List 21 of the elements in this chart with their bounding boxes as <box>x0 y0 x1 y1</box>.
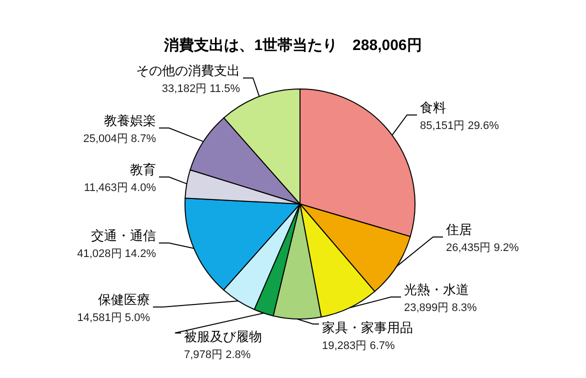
data-label: 26,435円 9.2% <box>446 242 519 254</box>
slice-label: 食料 <box>420 100 446 115</box>
data-label: 14,581円 5.0% <box>77 312 150 324</box>
data-label: 11,463円 4.0% <box>84 182 156 194</box>
data-label: 19,283円 6.7% <box>322 340 395 352</box>
slice-label: 光熱・水道 <box>404 282 469 297</box>
slice-label: 家具・家事用品 <box>322 320 413 335</box>
data-label: 41,028円 14.2% <box>77 248 156 260</box>
slice-label: 保健医療 <box>98 292 150 307</box>
chart-title: 消費支出は、1世帯当たり 288,006円 <box>163 37 422 54</box>
slice-label: 被服及び履物 <box>184 329 262 344</box>
slice-label: 教育 <box>130 162 156 177</box>
data-label: 33,182円 11.5% <box>162 83 240 95</box>
slice-label: 教養娯楽 <box>104 113 156 128</box>
slice-label: 住居 <box>445 222 472 237</box>
data-label: 85,151円 29.6% <box>420 120 500 132</box>
slice-label: 交通・通信 <box>91 228 156 243</box>
data-label: 25,004円 8.7% <box>83 133 156 145</box>
data-label: 23,899円 8.3% <box>404 302 477 314</box>
slice-label: その他の消費支出 <box>136 63 240 78</box>
data-label: 7,978円 2.8% <box>184 349 251 361</box>
